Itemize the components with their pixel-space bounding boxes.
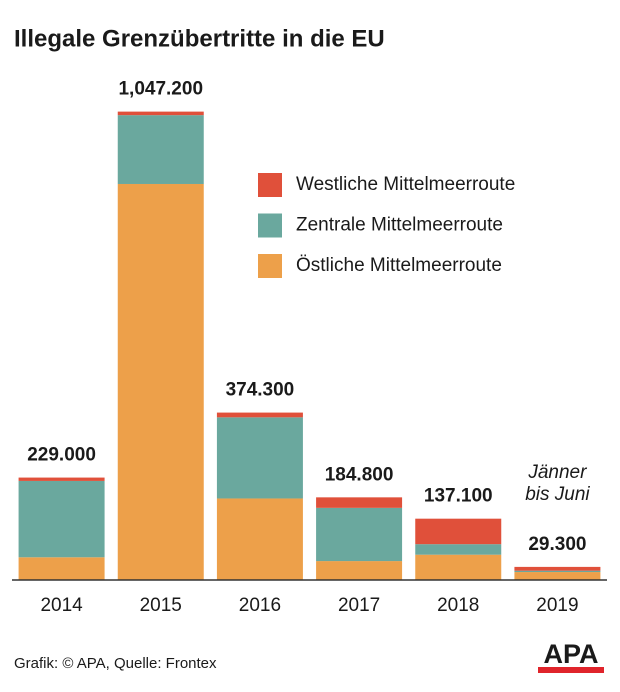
legend-label: Zentrale Mittelmeerroute (296, 215, 503, 236)
bar-segment (18, 557, 105, 580)
bar-segment (216, 412, 303, 418)
total-label: 1,047.200 (118, 79, 203, 100)
bar-segment (117, 183, 204, 580)
bar-segment (316, 497, 403, 508)
bar-segment (18, 477, 105, 481)
total-label: 229.000 (27, 445, 96, 466)
bar-segment (415, 544, 502, 555)
bar-segment (415, 518, 502, 545)
legend-swatch (258, 213, 282, 238)
total-label: 137.100 (424, 486, 493, 507)
bar-segment (216, 498, 303, 580)
legend-swatch (258, 173, 282, 197)
bar-segment (316, 561, 403, 580)
legend-swatch (258, 254, 282, 278)
x-tick-label: 2018 (437, 595, 479, 616)
logo-bar (538, 667, 604, 673)
x-tick-label: 2017 (338, 595, 380, 616)
bar-segment (316, 507, 403, 562)
legend-label: Westliche Mittelmeerroute (296, 174, 515, 195)
x-tick-label: 2014 (40, 595, 83, 616)
bar-segment (514, 570, 601, 573)
bar-segment (415, 554, 502, 580)
total-label: 29.300 (528, 534, 586, 555)
bar-segment (216, 417, 303, 499)
annotation: bis Juni (525, 484, 590, 505)
x-tick-label: 2015 (140, 595, 182, 616)
logo: APA (538, 639, 604, 673)
bar-segment (514, 566, 601, 571)
legend-label: Östliche Mittelmeerroute (296, 255, 502, 276)
total-label: 184.800 (325, 464, 394, 485)
x-tick-label: 2016 (239, 595, 281, 616)
bar-segment (117, 115, 204, 184)
bar-segment (18, 480, 105, 558)
annotation: Jänner (527, 462, 587, 483)
chart-title: Illegale Grenzübertritte in die EU (14, 25, 385, 52)
x-tick-label: 2019 (536, 595, 578, 616)
bar-segment (514, 572, 601, 580)
logo-text: APA (543, 639, 598, 669)
footer: Grafik: © APA, Quelle: Frontex (14, 655, 217, 672)
bar-segment (117, 111, 204, 116)
total-label: 374.300 (226, 380, 295, 401)
